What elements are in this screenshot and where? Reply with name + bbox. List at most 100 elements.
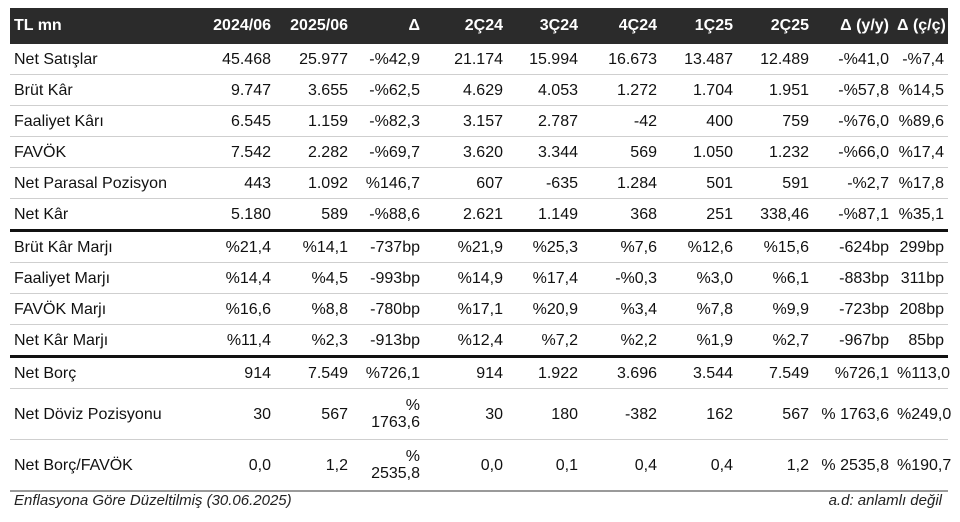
table-cell: 368 xyxy=(582,198,661,232)
table-cell: -737bp xyxy=(352,230,424,263)
header-cell: 2Ç24 xyxy=(424,8,507,44)
table-row: Brüt Kâr 9.747 3.655 -%62,5 4.629 4.053 1.272 1… xyxy=(10,74,948,106)
row-label: Net Borç xyxy=(10,356,186,389)
table-cell: 914 xyxy=(424,356,507,389)
table-header-row: TL mn 2024/06 2025/06 Δ 2Ç24 3Ç24 4Ç24 1… xyxy=(10,8,948,44)
table-cell: 180 xyxy=(507,388,582,440)
table-cell: %12,4 xyxy=(424,324,507,358)
table-cell: -%57,8 xyxy=(813,74,893,106)
table-row: Net Kâr 5.180 589 -%88,6 2.621 1.149 368 251 338… xyxy=(10,198,948,232)
table-cell: %89,6 xyxy=(893,105,948,137)
header-cell: Δ (y/y) xyxy=(813,8,893,44)
table-cell: -780bp xyxy=(352,293,424,325)
table-cell: %726,1 xyxy=(352,356,424,389)
table-cell: -993bp xyxy=(352,262,424,294)
table-cell: -%41,0 xyxy=(813,44,893,75)
table-cell: 0,4 xyxy=(661,439,737,492)
table-cell: 0,0 xyxy=(424,439,507,492)
table-cell: 1.284 xyxy=(582,167,661,199)
table-row: Faaliyet Kârı 6.545 1.159 -%82,3 3.157 2.787-… xyxy=(10,105,948,137)
table-cell: 311bp xyxy=(893,262,948,294)
table-cell: %7,2 xyxy=(507,324,582,358)
table-cell: %146,7 xyxy=(352,167,424,199)
table-cell: -%87,1 xyxy=(813,198,893,232)
table-cell: 1.922 xyxy=(507,356,582,389)
table-cell: %17,4 xyxy=(507,262,582,294)
table-cell: -%42,9 xyxy=(352,44,424,75)
table-cell: -382 xyxy=(582,388,661,440)
table-cell: % 2535,8 xyxy=(352,439,424,492)
table-cell: 400 xyxy=(661,105,737,137)
table-cell: -967bp xyxy=(813,324,893,358)
table-cell: -%69,7 xyxy=(352,136,424,168)
table-cell: 9.747 xyxy=(186,74,275,106)
table-cell: -%62,5 xyxy=(352,74,424,106)
table-row: Net Satışlar 45.468 25.977 -%42,9 21.174 15.9… xyxy=(10,44,948,75)
table-row: Net Parasal Pozisyon 443 1.092 %146,7 607 -63… xyxy=(10,167,948,199)
financial-table-container: TL mn 2024/06 2025/06 Δ 2Ç24 3Ç24 4Ç24 1… xyxy=(10,8,951,492)
table-cell: %17,8 xyxy=(893,167,948,199)
table-row: Brüt Kâr Marjı %21,4 %14,1 -737bp %21,9 %25,3… xyxy=(10,230,948,263)
row-label: Net Borç/FAVÖK xyxy=(10,439,186,492)
table-cell: 2.787 xyxy=(507,105,582,137)
table-cell: %16,6 xyxy=(186,293,275,325)
table-cell: %20,9 xyxy=(507,293,582,325)
table-cell: -%2,7 xyxy=(813,167,893,199)
table-cell: %2,3 xyxy=(275,324,352,358)
table-cell: 1.159 xyxy=(275,105,352,137)
table-cell: %7,6 xyxy=(582,230,661,263)
table-cell: 5.180 xyxy=(186,198,275,232)
table-cell: 15.994 xyxy=(507,44,582,75)
table-cell: %6,1 xyxy=(737,262,813,294)
table-cell: 162 xyxy=(661,388,737,440)
header-cell: Δ xyxy=(352,8,424,44)
footer-legend: a.d: anlamlı değil xyxy=(828,492,942,509)
table-cell: 25.977 xyxy=(275,44,352,75)
table-cell: 567 xyxy=(737,388,813,440)
table-cell: %14,9 xyxy=(424,262,507,294)
table-cell: %9,9 xyxy=(737,293,813,325)
table-row: FAVÖK Marjı %16,6 %8,8 -780bp %17,1 %20,9 %3,4… xyxy=(10,293,948,325)
table-cell: 30 xyxy=(186,388,275,440)
table-cell: % 1763,6 xyxy=(352,388,424,440)
table-cell: %14,5 xyxy=(893,74,948,106)
table-cell: -%76,0 xyxy=(813,105,893,137)
row-label: Net Parasal Pozisyon xyxy=(10,167,186,199)
table-row: Faaliyet Marjı %14,4 %4,5 -993bp %14,9 %17,4-… xyxy=(10,262,948,294)
table-cell: 1.149 xyxy=(507,198,582,232)
header-cell: 3Ç24 xyxy=(507,8,582,44)
table-cell: %726,1 xyxy=(813,356,893,389)
header-cell: 4Ç24 xyxy=(582,8,661,44)
table-cell: 1.092 xyxy=(275,167,352,199)
table-cell: 30 xyxy=(424,388,507,440)
table-cell: 0,0 xyxy=(186,439,275,492)
table-cell: 3.655 xyxy=(275,74,352,106)
financial-table: TL mn 2024/06 2025/06 Δ 2Ç24 3Ç24 4Ç24 1… xyxy=(10,8,951,492)
table-cell: 591 xyxy=(737,167,813,199)
table-cell: 0,1 xyxy=(507,439,582,492)
header-cell: 1Ç25 xyxy=(661,8,737,44)
table-cell: 569 xyxy=(582,136,661,168)
table-cell: %25,3 xyxy=(507,230,582,263)
table-cell: 1.050 xyxy=(661,136,737,168)
table-cell: %2,2 xyxy=(582,324,661,358)
table-cell: 1,2 xyxy=(737,439,813,492)
table-cell: %35,1 xyxy=(893,198,948,232)
table-cell: 3.157 xyxy=(424,105,507,137)
table-cell: %190,7 xyxy=(893,439,951,492)
table-cell: %3,4 xyxy=(582,293,661,325)
table-cell: -%0,3 xyxy=(582,262,661,294)
table-cell: 1,2 xyxy=(275,439,352,492)
table-cell: 1.272 xyxy=(582,74,661,106)
table-cell: 299bp xyxy=(893,230,948,263)
table-cell: %4,5 xyxy=(275,262,352,294)
table-body: Net Satışlar 45.468 25.977 -%42,9 21.174 15.9… xyxy=(10,44,951,492)
table-row: Net Borç/FAVÖK 0,0 1,2% 2535,8 0,0 0,1 0,4 0,4… xyxy=(10,439,951,492)
table-cell: 12.489 xyxy=(737,44,813,75)
row-label: Brüt Kâr xyxy=(10,74,186,106)
table-cell: -723bp xyxy=(813,293,893,325)
table-row: Net Döviz Pozisyonu 30 567% 1763,6 30 180 -38… xyxy=(10,388,951,440)
table-cell: 21.174 xyxy=(424,44,507,75)
row-label: Faaliyet Kârı xyxy=(10,105,186,137)
row-label: FAVÖK xyxy=(10,136,186,168)
